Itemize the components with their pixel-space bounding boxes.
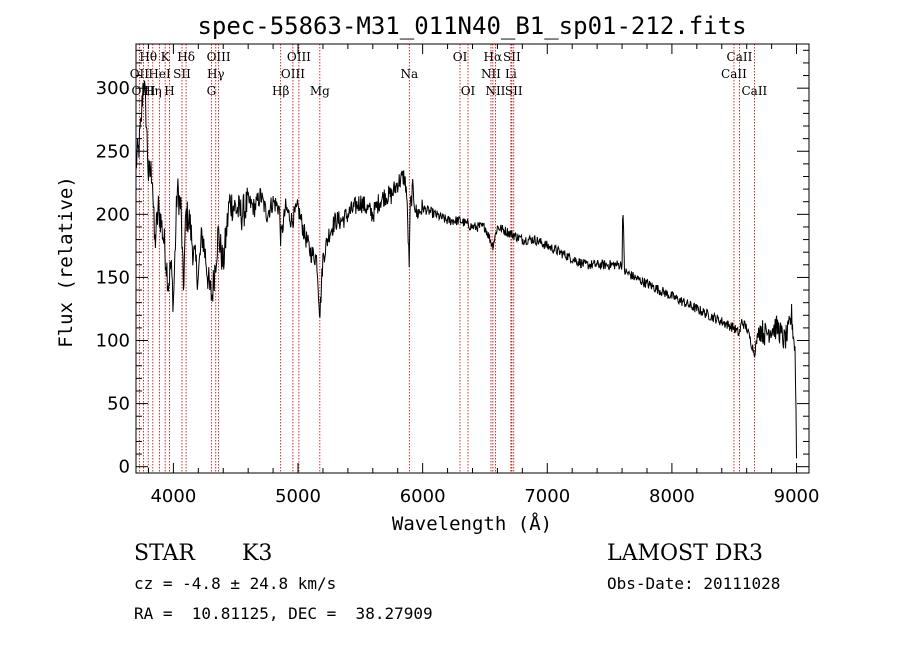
line-marker-label: NII bbox=[481, 67, 501, 81]
line-marker-label: SII bbox=[503, 50, 521, 64]
plot-frame bbox=[135, 43, 810, 474]
line-marker-label: OIII bbox=[287, 50, 311, 64]
y-tick-label: 50 bbox=[107, 394, 130, 415]
y-tick-label: 100 bbox=[96, 331, 130, 352]
line-marker-label: HeI bbox=[148, 67, 171, 81]
line-marker-label: K bbox=[161, 50, 171, 64]
line-marker-label: CaII bbox=[721, 67, 747, 81]
axis-ticks: 4000 5000 6000 7000 8000 9000 0 50 100 150 200 250 3… bbox=[96, 44, 820, 507]
line-marker-label: OIII bbox=[281, 67, 305, 81]
line-marker-label: CaII bbox=[741, 84, 767, 98]
x-tick-label: 6000 bbox=[400, 486, 446, 507]
line-marker-label: OI bbox=[461, 84, 476, 98]
line-marker-label: CaII bbox=[727, 50, 753, 64]
line-marker-label: Hβ bbox=[272, 84, 289, 98]
line-marker-label: G bbox=[207, 84, 217, 98]
x-tick-label: 9000 bbox=[774, 486, 820, 507]
line-marker-label: Na bbox=[400, 67, 418, 81]
line-marker-label: Hδ bbox=[177, 50, 195, 64]
observation-date: Obs-Date: 20111028 bbox=[607, 574, 781, 593]
line-marker-label: H bbox=[164, 84, 174, 98]
line-marker-label: Mg bbox=[310, 84, 330, 98]
y-tick-label: 300 bbox=[96, 78, 130, 99]
line-marker-label: SII bbox=[173, 67, 191, 81]
y-tick-label: 250 bbox=[96, 141, 130, 162]
y-tick-label: 200 bbox=[96, 204, 130, 225]
survey-name: LAMOST DR3 bbox=[607, 541, 763, 566]
sky-coordinates: RA = 10.81125, DEC = 38.27909 bbox=[134, 604, 433, 623]
object-subclass: K3 bbox=[242, 541, 273, 566]
object-class: STAR bbox=[134, 541, 195, 566]
y-tick-label: 0 bbox=[119, 457, 130, 478]
line-marker-label: NII bbox=[485, 84, 505, 98]
line-marker-label: OIII bbox=[207, 50, 231, 64]
line-marker-label: Hα bbox=[484, 50, 503, 64]
x-axis-label: Wavelength (Å) bbox=[392, 512, 552, 535]
x-tick-label: 8000 bbox=[649, 486, 695, 507]
line-marker-label: Hθ bbox=[139, 50, 157, 64]
spectrum-layer bbox=[135, 80, 797, 459]
spectrum-line bbox=[135, 80, 797, 459]
line-marker-label: Li bbox=[505, 67, 517, 81]
line-marker-label: Hγ bbox=[207, 67, 225, 81]
x-tick-label: 7000 bbox=[524, 486, 570, 507]
x-tick-label: 5000 bbox=[275, 486, 321, 507]
x-tick-label: 4000 bbox=[150, 486, 196, 507]
y-axis-label: Flux (relative) bbox=[55, 176, 77, 348]
line-marker-label: Hη bbox=[144, 84, 162, 98]
line-marker-label: SII bbox=[505, 84, 523, 98]
y-tick-label: 150 bbox=[96, 267, 130, 288]
chart-title: spec-55863-M31_011N40_B1_sp01-212.fits bbox=[197, 12, 746, 40]
redshift-velocity: cz = -4.8 ± 24.8 km/s bbox=[134, 574, 337, 593]
line-marker-label: OI bbox=[453, 50, 468, 64]
line-marker-label: OII bbox=[130, 67, 150, 81]
